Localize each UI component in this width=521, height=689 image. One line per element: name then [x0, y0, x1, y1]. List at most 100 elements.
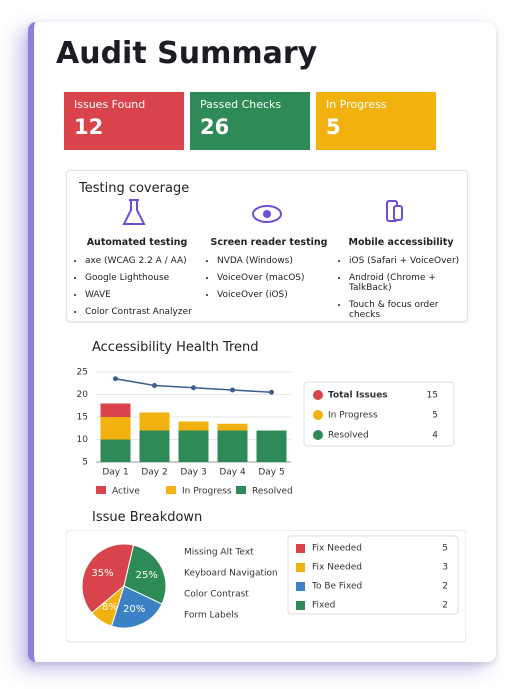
line-point	[230, 387, 235, 393]
x-tick-label: Day 1	[102, 468, 128, 478]
summary-dot	[313, 410, 323, 420]
stat-label: Issues Found	[74, 98, 146, 111]
pie-label: 8%	[102, 602, 118, 613]
list-item: Google Lighthouse	[85, 273, 201, 283]
pie-slice	[81, 543, 135, 614]
status-value: 2	[442, 582, 448, 592]
legend-swatch	[166, 486, 176, 494]
stat-value: 26	[200, 115, 230, 139]
status-value: 5	[442, 544, 448, 554]
list-item: VoiceOver (macOS)	[217, 273, 333, 283]
stat-card: Passed Checks 26	[190, 92, 310, 150]
category-label: Keyboard Navigation	[184, 569, 278, 579]
y-tick-label: 20	[77, 390, 89, 400]
status-value: 2	[442, 601, 448, 611]
category-label: Missing Alt Text	[184, 548, 254, 558]
bar-segment	[178, 430, 209, 462]
bar-segment	[100, 439, 131, 462]
legend-label: In Progress	[182, 487, 232, 497]
coverage-column: Screen reader testing NVDA (Windows) Voice…	[205, 205, 333, 307]
bar-segment	[100, 417, 131, 440]
item-list: iOS (Safari + VoiceOver) Android (Chrome …	[337, 256, 465, 320]
bar-segment	[100, 403, 131, 417]
summary-name: In Progress	[328, 411, 378, 421]
breakdown: 35% 25% 20% 8% Missing Alt Text Keyboard Navi…	[66, 530, 466, 643]
section-title: Accessibility Health Trend	[92, 340, 259, 355]
pie-label: 25%	[136, 570, 158, 581]
trend-chart: 5 10 15 20 25 Day 1 Day 2 Day 3 Day 4 Day 5 Active…	[77, 368, 455, 497]
status-swatch	[296, 582, 305, 591]
line-point	[152, 383, 157, 388]
x-tick-label: Day 3	[180, 468, 206, 478]
item-list: NVDA (Windows) VoiceOver (macOS) VoiceOver…	[205, 256, 333, 300]
summary-value: 5	[432, 411, 438, 421]
column-title: Mobile accessibility	[348, 237, 454, 248]
title: Audit Summary	[56, 36, 318, 71]
status-name: Fix Needed	[312, 563, 362, 573]
legend-label: Resolved	[252, 487, 293, 497]
bar-segment	[256, 430, 287, 462]
status-swatch	[296, 563, 305, 572]
x-tick-label: Day 4	[219, 468, 246, 478]
list-item: iOS (Safari + VoiceOver)	[349, 256, 465, 266]
stat-value: 5	[326, 115, 341, 139]
bar-segment	[217, 423, 248, 431]
list-item: NVDA (Windows)	[217, 256, 333, 266]
pie-label: 35%	[91, 568, 113, 579]
legend-swatch	[96, 486, 106, 494]
x-tick-label: Day 2	[141, 468, 167, 478]
coverage-box: Testing coverage Automated testing axe (W…	[66, 170, 468, 322]
bar-segment	[139, 412, 170, 431]
document: Audit Summary Issues Found 12 Passed Check…	[28, 22, 496, 662]
line-point	[113, 376, 118, 382]
section-title: Testing coverage	[79, 181, 190, 196]
pie-slice	[123, 544, 167, 605]
list-item: Color Contrast Analyzer	[85, 307, 201, 317]
status-swatch	[296, 544, 305, 553]
section-title: Issue Breakdown	[92, 510, 203, 525]
summary-name: Total Issues	[328, 391, 388, 401]
coverage-column: Mobile accessibility iOS (Safari + VoiceO…	[337, 205, 465, 327]
summary-value: 4	[432, 431, 438, 441]
summary-dot	[313, 390, 323, 400]
list-item: VoiceOver (iOS)	[217, 290, 333, 300]
x-tick-label: Day 5	[258, 468, 284, 478]
status-name: Fix Needed	[312, 544, 362, 554]
pie-label: 20%	[123, 604, 145, 615]
legend-label: Active	[112, 487, 140, 497]
y-tick-label: 25	[77, 368, 88, 378]
stat-card: Issues Found 12	[64, 92, 184, 150]
bar-segment	[217, 430, 248, 462]
status-value: 3	[442, 563, 448, 573]
stat-label: Passed Checks	[200, 98, 282, 111]
pie-slice	[91, 584, 125, 627]
bar-segment	[139, 430, 170, 462]
coverage-column: Automated testing axe (WCAG 2.2 A / AA) Go…	[73, 205, 201, 324]
list-item: Touch & focus order checks	[349, 300, 465, 320]
line-point	[269, 389, 274, 395]
y-tick-label: 5	[82, 458, 88, 468]
summary-dot	[313, 430, 323, 440]
status-name: Fixed	[312, 601, 335, 611]
line-point	[191, 385, 196, 391]
stat-card: In Progress 5	[316, 92, 436, 150]
stat-label: In Progress	[326, 98, 387, 111]
column-title: Screen reader testing	[210, 237, 328, 248]
legend-swatch	[236, 486, 246, 494]
column-title: Automated testing	[86, 237, 188, 248]
category-label: Color Contrast	[184, 590, 249, 600]
list-item: Android (Chrome + TalkBack)	[349, 273, 465, 293]
list-item: WAVE	[85, 290, 201, 300]
stat-value: 12	[74, 115, 104, 139]
pie-slice	[110, 585, 163, 629]
bar-segment	[178, 421, 209, 431]
list-item: axe (WCAG 2.2 A / AA)	[85, 256, 201, 266]
status-name: To Be Fixed	[311, 582, 362, 592]
status-box	[287, 535, 459, 615]
category-label: Form Labels	[184, 611, 239, 621]
summary-name: Resolved	[328, 431, 369, 441]
summary-box	[303, 381, 455, 447]
y-tick-label: 10	[77, 435, 89, 445]
y-tick-label: 15	[77, 413, 88, 423]
